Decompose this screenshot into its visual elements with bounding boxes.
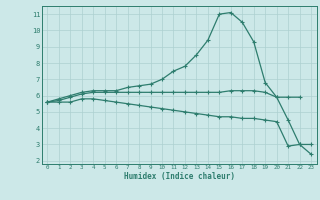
X-axis label: Humidex (Indice chaleur): Humidex (Indice chaleur) [124,172,235,181]
